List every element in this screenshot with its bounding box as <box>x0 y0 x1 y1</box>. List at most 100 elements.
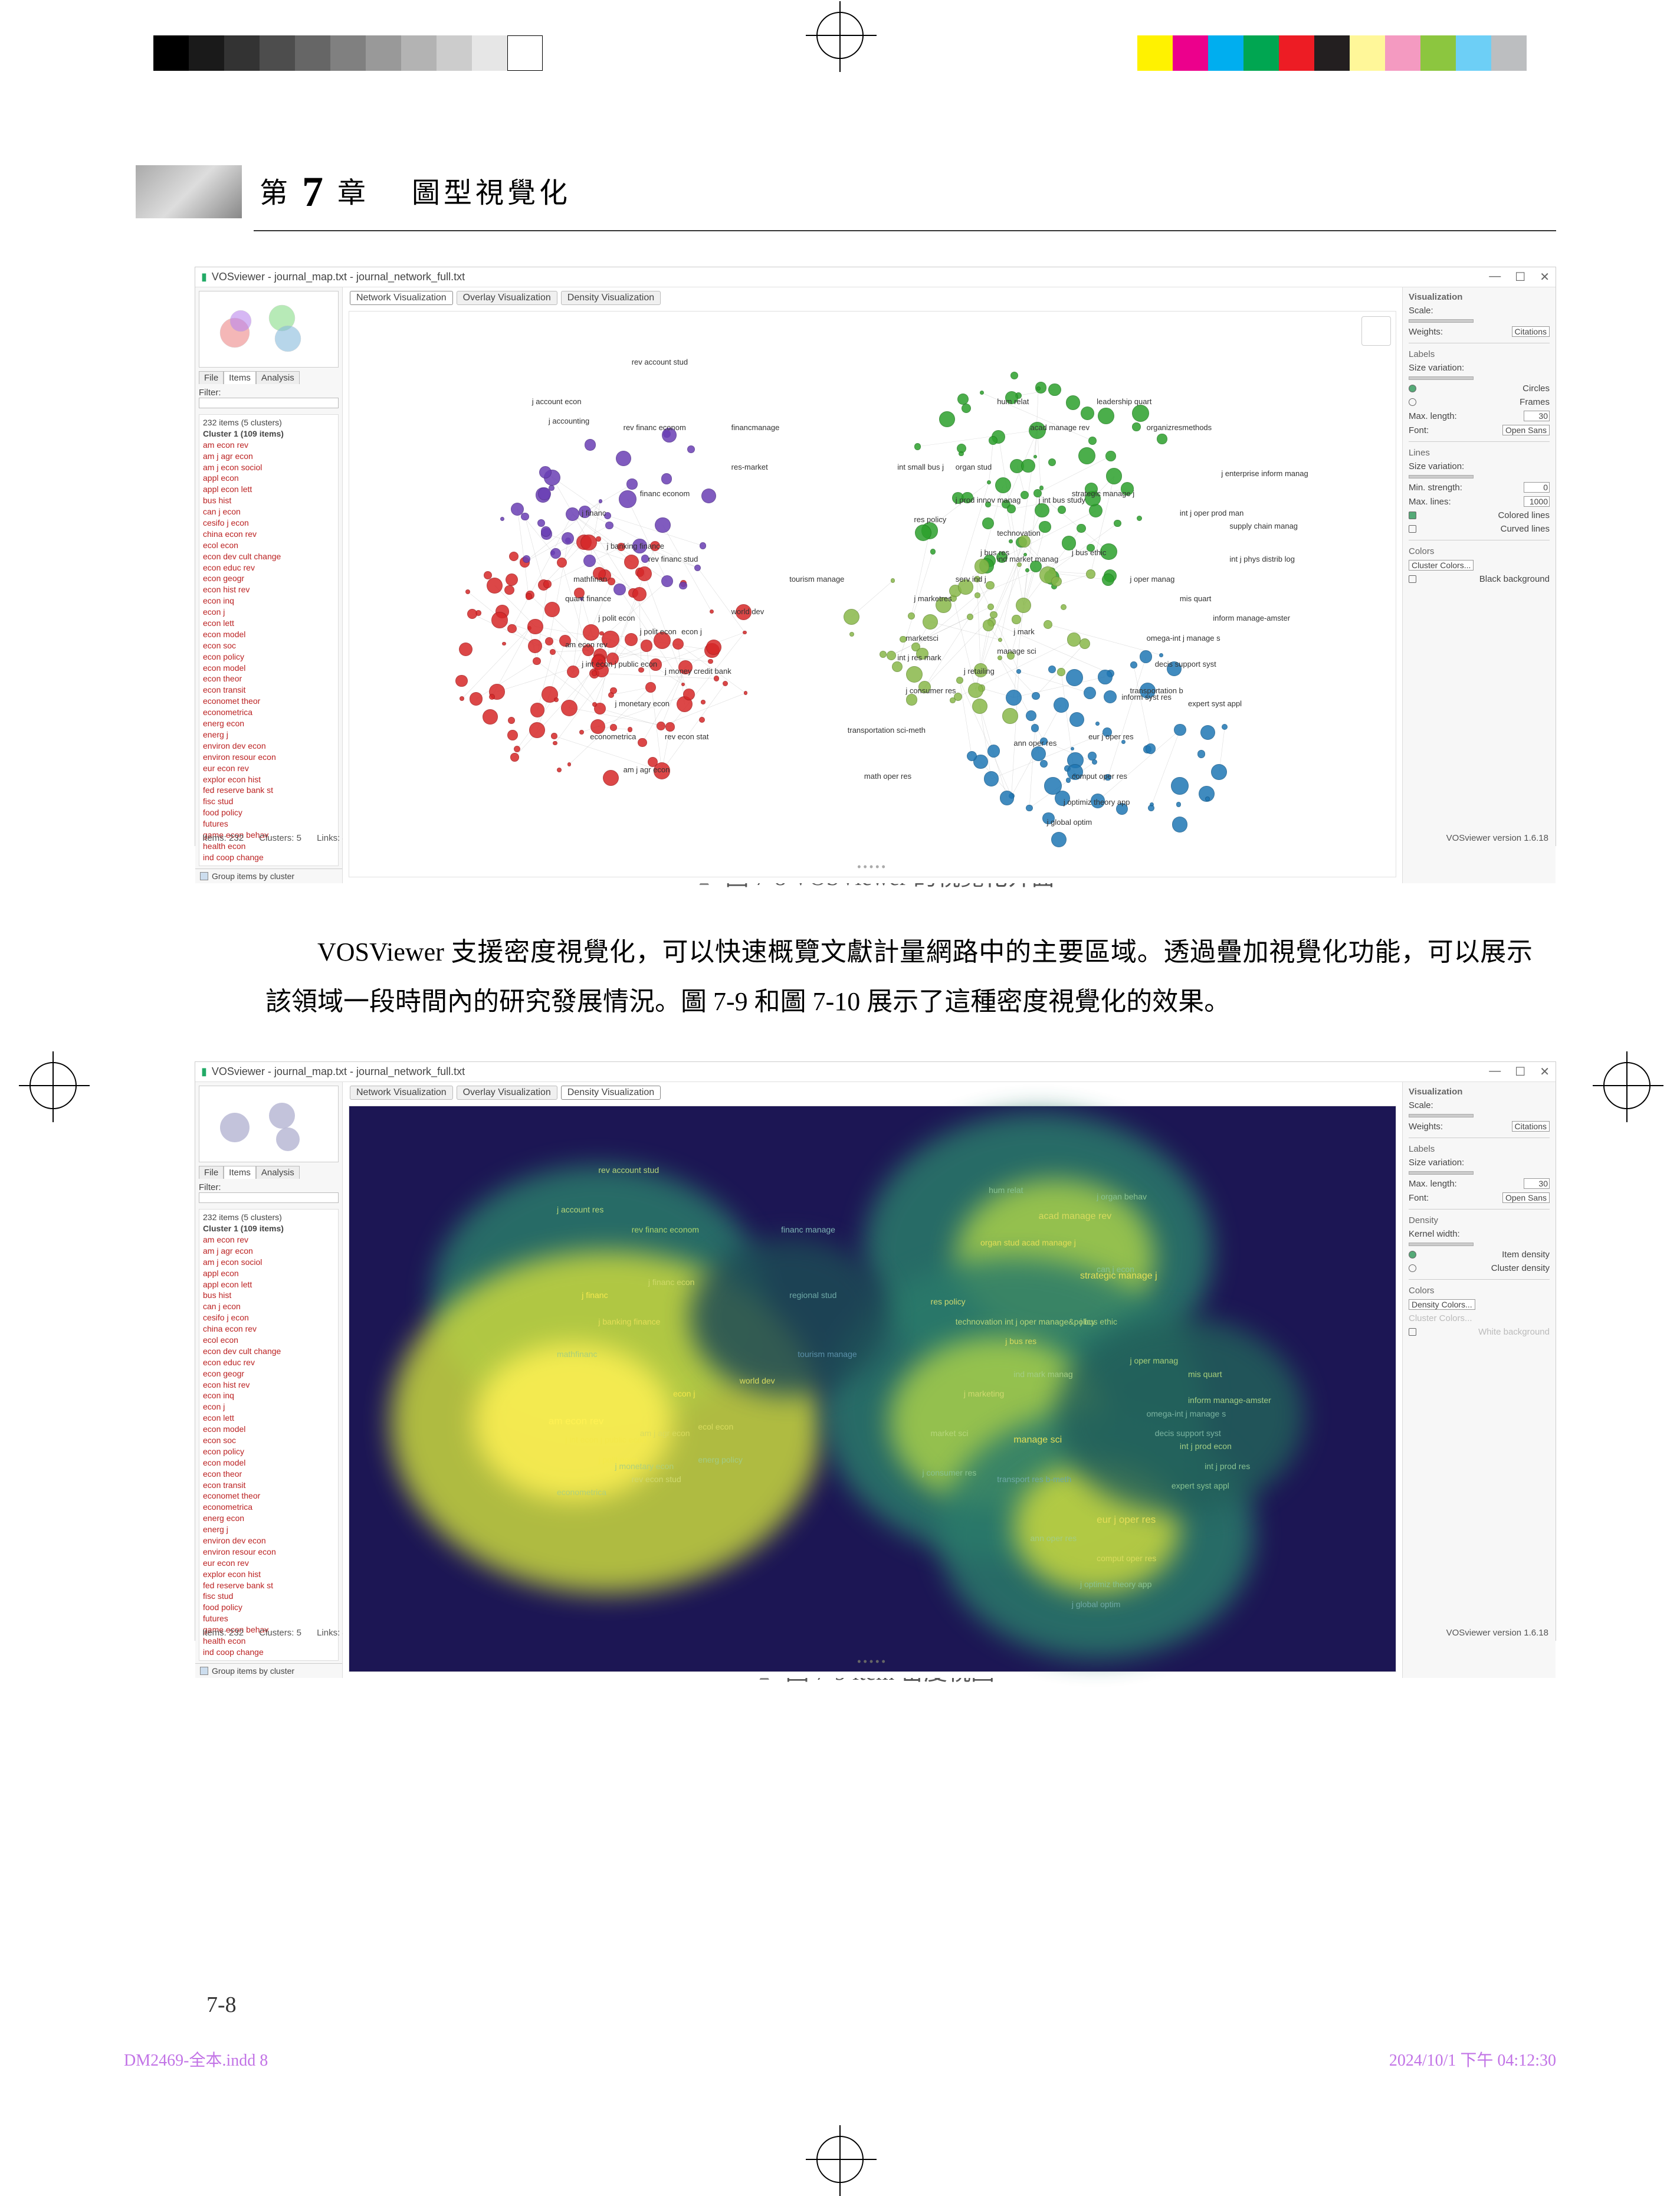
maxlines-input[interactable]: 1000 <box>1524 496 1550 507</box>
group-by-cluster-2[interactable]: Group items by cluster <box>195 1663 342 1678</box>
resize-handle-2[interactable]: ••••• <box>857 1656 888 1668</box>
status-items: Items: 232 <box>202 833 244 843</box>
font-select-2[interactable]: Open Sans <box>1502 1192 1550 1203</box>
group-label: Group items by cluster <box>212 871 294 881</box>
colored-lines-label: Colored lines <box>1498 510 1550 520</box>
vos-icon: ▮ <box>201 271 207 283</box>
cluster-list[interactable]: 232 items (5 clusters)Cluster 1 (109 ite… <box>199 414 339 866</box>
density-header: Density <box>1409 1215 1550 1225</box>
viz-header: Visualization <box>1409 292 1550 302</box>
body-paragraph: VOSViewer 支援密度視覺化，可以快速概覽文獻計量網路中的主要區域。透過疊… <box>265 927 1533 1026</box>
cluster-colors-btn[interactable]: Cluster Colors... <box>1409 560 1474 571</box>
window-title: VOSviewer - journal_map.txt - journal_ne… <box>207 271 1489 283</box>
registration-mark-left <box>29 1062 77 1109</box>
tab-analysis-2[interactable]: Analysis <box>256 1166 300 1179</box>
crop-marks-bottom <box>0 2124 1680 2195</box>
network-canvas[interactable]: ••••• rev account studj account econj ac… <box>349 311 1396 877</box>
tab-density[interactable]: Density Visualization <box>561 291 661 305</box>
status-version: VOSviewer version 1.6.18 <box>1446 833 1548 843</box>
chk-whitebg <box>1409 1328 1416 1336</box>
font-select[interactable]: Open Sans <box>1502 425 1550 435</box>
size-variation-slider-2[interactable] <box>1409 1171 1474 1175</box>
maximize-icon[interactable]: ☐ <box>1515 270 1525 284</box>
whitebg-label: White background <box>1478 1327 1550 1337</box>
maxlines-label: Max. lines: <box>1409 497 1451 507</box>
group-label-2: Group items by cluster <box>212 1666 294 1676</box>
tab-file-2[interactable]: File <box>199 1166 224 1179</box>
close-icon[interactable]: ✕ <box>1540 270 1550 284</box>
radio-frames[interactable] <box>1409 398 1416 406</box>
filter-input-2[interactable] <box>199 1192 339 1203</box>
radio-circles[interactable] <box>1409 385 1416 392</box>
chapter-corner-graphic <box>136 165 242 218</box>
overview-thumbnail-2[interactable] <box>199 1086 339 1162</box>
close-icon[interactable]: ✕ <box>1540 1064 1550 1079</box>
cluster-colors-disabled: Cluster Colors... <box>1409 1313 1550 1323</box>
tab-file[interactable]: File <box>199 371 224 384</box>
chapter-prefix: 第 <box>260 178 291 209</box>
color-bar-left <box>153 35 543 71</box>
center-panel-2: Network Visualization Overlay Visualizat… <box>343 1082 1402 1678</box>
tab-network[interactable]: Network Visualization <box>350 291 453 305</box>
chapter-number: 7 <box>302 168 327 215</box>
chapter-header: 第 7 章 圖型視覺化 <box>136 165 1556 218</box>
overview-thumbnail[interactable] <box>199 291 339 368</box>
font-label-2: Font: <box>1409 1193 1429 1203</box>
tab-items[interactable]: Items <box>224 371 256 384</box>
registration-mark-right <box>1603 1062 1651 1109</box>
status-clusters-2: Clusters: 5 <box>259 1628 301 1638</box>
kernel-slider[interactable] <box>1409 1243 1474 1246</box>
minstr-input[interactable]: 0 <box>1524 482 1550 493</box>
density-canvas[interactable]: ••••• rev account studj account resrev f… <box>349 1106 1396 1672</box>
size-variation-2: Size variation: <box>1409 461 1550 471</box>
status-clusters: Clusters: 5 <box>259 833 301 843</box>
weights-label-2: Weights: <box>1409 1122 1443 1132</box>
blackbg-label: Black background <box>1479 574 1550 584</box>
scale-slider-2[interactable] <box>1409 1114 1474 1117</box>
maxlen-input-2[interactable]: 30 <box>1524 1178 1550 1189</box>
status-items-2: Items: 232 <box>202 1628 244 1638</box>
size-variation-label-2: Size variation: <box>1409 1158 1550 1168</box>
radio-item-density[interactable] <box>1409 1251 1416 1258</box>
viz-tabs: Network Visualization Overlay Visualizat… <box>343 287 1402 309</box>
tab-network-2[interactable]: Network Visualization <box>350 1086 453 1100</box>
maxlen-input[interactable]: 30 <box>1524 411 1550 421</box>
chk-curved[interactable] <box>1409 525 1416 533</box>
registration-mark-top <box>816 12 864 59</box>
footer-file: DM2469-全本.indd 8 <box>124 2047 268 2071</box>
weights-select[interactable]: Citations <box>1512 326 1550 337</box>
checkbox-icon <box>200 1667 208 1675</box>
tab-density-2[interactable]: Density Visualization <box>561 1086 661 1100</box>
vos-icon: ▮ <box>201 1066 207 1078</box>
minimize-icon[interactable]: — <box>1489 1064 1501 1079</box>
tab-items-2[interactable]: Items <box>224 1166 256 1179</box>
density-colors-btn[interactable]: Density Colors... <box>1409 1299 1475 1310</box>
left-tabs: File Items Analysis <box>199 371 339 384</box>
page-number: 7-8 <box>206 1992 237 2018</box>
item-density-label: Item density <box>1502 1250 1550 1260</box>
line-size-slider[interactable] <box>1409 475 1474 478</box>
kernel-label: Kernel width: <box>1409 1229 1550 1239</box>
right-panel-2: Visualization Scale: Weights:Citations L… <box>1402 1082 1556 1678</box>
weights-select-2[interactable]: Citations <box>1512 1121 1550 1132</box>
filter-input[interactable] <box>199 398 339 408</box>
colors-header: Colors <box>1409 546 1550 556</box>
radio-cluster-density[interactable] <box>1409 1264 1416 1272</box>
chk-blackbg[interactable] <box>1409 575 1416 583</box>
scale-slider[interactable] <box>1409 319 1474 323</box>
size-variation-slider[interactable] <box>1409 376 1474 380</box>
cluster-list-2[interactable]: 232 items (5 clusters)Cluster 1 (109 ite… <box>199 1209 339 1661</box>
window-title-2: VOSviewer - journal_map.txt - journal_ne… <box>207 1066 1489 1078</box>
tab-analysis[interactable]: Analysis <box>256 371 300 384</box>
chk-colored[interactable] <box>1409 512 1416 519</box>
tab-overlay-2[interactable]: Overlay Visualization <box>457 1086 557 1100</box>
minimize-icon[interactable]: — <box>1489 270 1501 284</box>
viz-header-2: Visualization <box>1409 1087 1550 1097</box>
color-bar-right <box>1137 35 1527 71</box>
left-panel-2: File Items Analysis Filter: 232 items (5… <box>195 1082 343 1678</box>
chapter-suffix: 章 <box>337 178 369 209</box>
tab-overlay[interactable]: Overlay Visualization <box>457 291 557 305</box>
group-by-cluster[interactable]: Group items by cluster <box>195 868 342 883</box>
maximize-icon[interactable]: ☐ <box>1515 1064 1525 1079</box>
print-footer: DM2469-全本.indd 8 2024/10/1 下午 04:12:30 <box>124 2047 1556 2071</box>
